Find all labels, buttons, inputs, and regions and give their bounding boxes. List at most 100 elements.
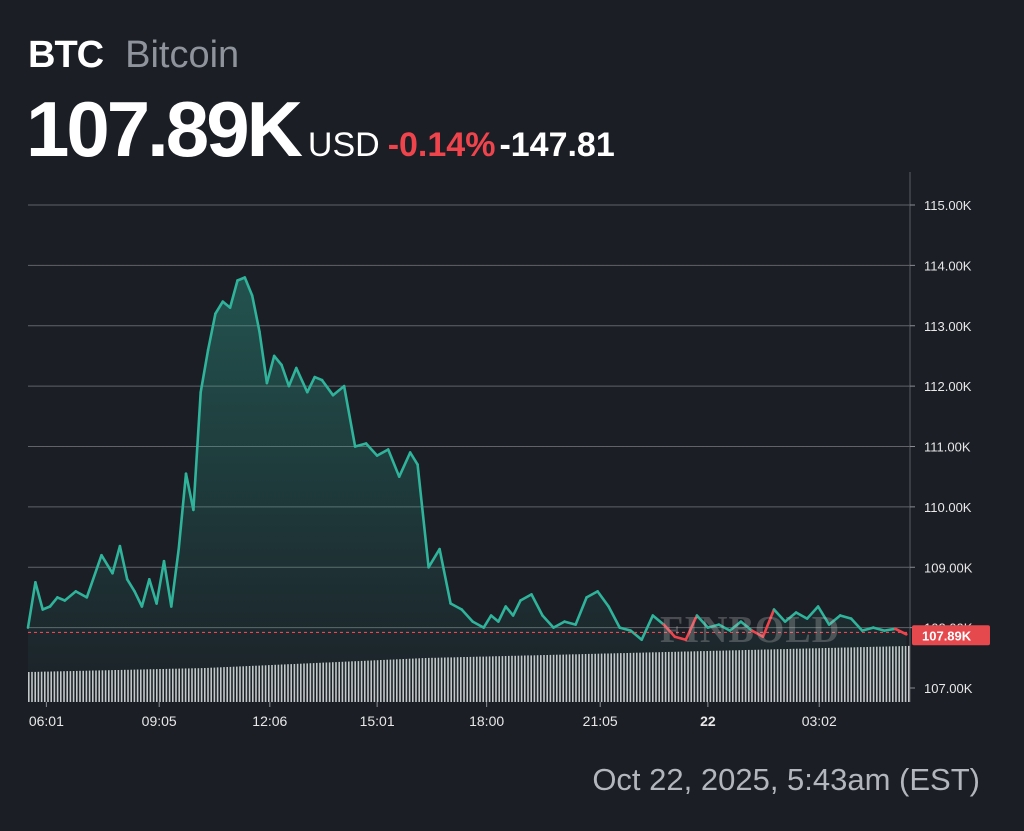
price-line-segment [313,375,324,382]
price-line-segment [629,629,644,642]
price-line-segment [111,544,122,575]
price-line-segment [74,590,89,599]
currency-label: USD [307,126,380,164]
price-line-segment [761,608,776,639]
x-tick-label: 03:02 [802,713,837,729]
price-line-segment [893,627,908,636]
last-price-tag: 107.89K [912,625,990,646]
price-line-segment [41,605,52,611]
price-line-segment [228,279,239,309]
price-line-segment [177,472,188,551]
price-line-segment [162,559,173,608]
price-line-segment [221,300,232,309]
price-line-segment [331,384,346,397]
price-line-segment [206,312,217,352]
y-tick-label: 113.00K [924,319,972,334]
x-axis-ticks: 06:01 09:05 12:06 15:01 18:00 21:05 22 03:02 [29,702,837,729]
price-line-segment [695,614,710,629]
price-line-segment [26,580,37,629]
change-absolute: -147.81 [499,126,615,164]
price-line-segment [265,354,276,385]
price-line-segment [563,620,577,626]
price-line-segment [728,620,743,632]
price-line-segment [214,300,225,316]
price-line-segment [860,626,875,632]
price-line-segment [155,559,166,605]
price-line-segment [416,463,430,569]
price-line-segment [305,375,317,394]
price-line-segment [827,614,842,626]
price-line-segment [750,629,765,639]
price-line-segment [460,608,475,623]
price-line-segment [320,378,335,397]
change-percent: -0.14% [387,126,496,164]
price-line-segment [596,590,610,608]
y-tick-label: 111.00K [924,440,971,455]
price-line-segment [408,451,419,466]
price-line-segment [816,605,831,626]
price-line-segment [258,330,269,385]
price-line-segment [482,614,493,629]
price-line-segment [449,602,464,611]
price-line-segment [438,547,452,605]
x-tick-label: 12:06 [252,713,287,729]
timestamp: Oct 22, 2025, 5:43am (EST) [592,762,980,797]
price-line-segment [250,294,261,334]
volume-bar [908,645,910,702]
price-line-segment [192,390,202,512]
x-tick-label: 15:01 [360,713,395,729]
price-line-segment [56,596,67,602]
price-area-fill [28,277,907,702]
price-line-segment [353,442,368,448]
price-line-segment [706,623,721,629]
x-tick-label: 06:01 [29,713,64,729]
price-line-segment [489,614,500,623]
price-line-segment [640,614,655,642]
price-line-segment [342,384,357,448]
price-line-segment [530,593,544,617]
asset-header: BTC Bitcoin [28,34,239,77]
price-line-segment [397,451,412,479]
price-line-segment [170,547,180,608]
price-line-segment [794,611,809,620]
price-line-segment [504,605,515,617]
price-line-segment [148,577,158,605]
y-tick-label: 107.00K [924,681,973,696]
x-tick-label: 22 [700,713,716,729]
price-line-segment [651,614,666,626]
price-line-segment [125,577,136,593]
price-line-segment [85,553,103,599]
asset-name: Bitcoin [125,34,240,76]
price-line-segment [184,472,195,512]
y-tick-label: 109.00K [924,560,973,575]
y-tick-label: 112.00K [924,379,972,394]
price-line-segment [607,605,622,629]
price-line-segment [243,276,254,297]
price-line-segment [541,614,555,629]
x-tick-label: 18:00 [469,713,504,729]
price-line-segment [684,614,699,642]
price-line-segment [294,366,309,394]
x-tick-label: 09:05 [142,713,177,729]
last-price-tag-bg [912,625,990,646]
price-line-segment [386,448,401,479]
price-line-segment [140,577,151,608]
price-line-segment [717,623,732,632]
price-line-segment [100,553,114,575]
y-tick-label: 115.00K [924,198,972,213]
price-line-segment [280,363,291,388]
price-line-segment [511,599,522,617]
watermark-text: FINBOLD [660,609,841,651]
price-header: 107.89K USD -0.14% -147.81 [26,84,615,175]
price-line-segment [471,620,486,629]
price-line-segment [673,635,688,642]
last-price-tag-label: 107.89K [922,628,972,643]
price-line-segment [849,617,864,632]
price-line-segment [236,276,247,282]
price-line-segments [26,276,908,642]
ticker-symbol: BTC [28,34,104,76]
grid-lines [28,204,910,629]
price-line-segment [871,626,886,632]
price-line-segment [662,623,677,639]
